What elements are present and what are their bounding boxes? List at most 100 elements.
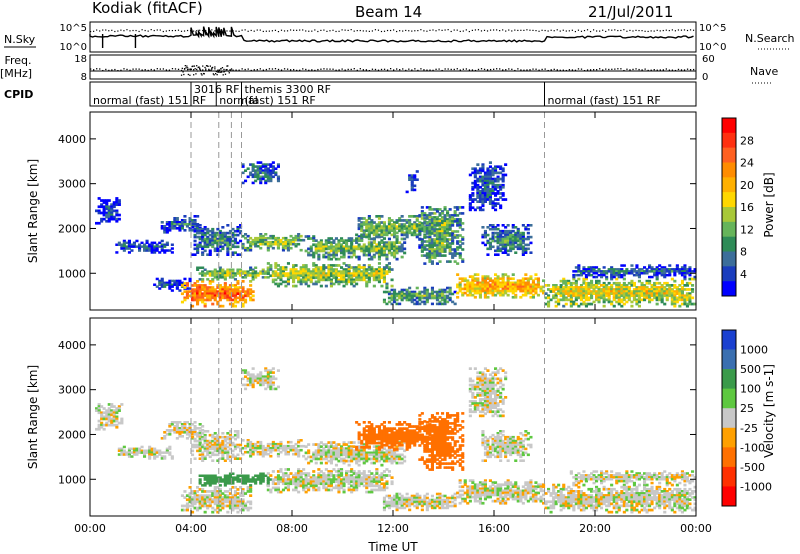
scatter-cell — [322, 264, 326, 267]
scatter-cell — [307, 272, 311, 275]
scatter-cell — [403, 288, 407, 292]
scatter-cell — [312, 272, 316, 275]
scatter-cell — [198, 237, 202, 241]
scatter-cell — [236, 496, 240, 499]
scatter-cell — [294, 234, 298, 238]
scatter-cell — [504, 247, 508, 251]
scatter-cell — [655, 290, 659, 293]
scatter-cell — [393, 251, 397, 255]
scatter-cell — [206, 443, 210, 447]
scatter-cell — [360, 223, 364, 226]
scatter-cell — [504, 243, 508, 247]
scatter-cell — [203, 449, 207, 453]
scatter-cell — [420, 290, 424, 294]
scatter-cell — [660, 294, 664, 298]
scatter-cell — [481, 208, 485, 212]
scatter-cell — [584, 298, 588, 302]
scatter-cell — [292, 446, 296, 450]
scatter-cell — [317, 249, 321, 253]
scatter-cell — [292, 268, 296, 271]
scatter-cell — [387, 292, 391, 296]
scatter-cell — [345, 249, 349, 253]
scatter-cell — [100, 203, 104, 206]
scatter-cell — [196, 223, 200, 226]
scatter-cell — [256, 474, 260, 477]
scatter-cell — [216, 498, 220, 502]
freq-dot — [353, 68, 355, 70]
scatter-cell — [246, 506, 250, 510]
scatter-cell — [223, 243, 227, 247]
scatter-cell — [163, 435, 167, 438]
scatter-cell — [382, 300, 386, 304]
scatter-cell — [254, 244, 258, 248]
freq-dot — [492, 68, 495, 70]
scatter-cell — [491, 190, 495, 193]
scatter-cell — [218, 272, 222, 275]
scatter-cell — [223, 451, 227, 455]
scatter-cell — [216, 441, 220, 445]
scatter-cell — [100, 421, 104, 425]
scatter-cell — [208, 443, 212, 447]
scatter-cell — [511, 287, 515, 291]
scatter-cell — [600, 292, 604, 295]
scatter-cell — [350, 266, 354, 269]
scatter-cell — [658, 290, 662, 293]
noise-search-dot — [226, 30, 228, 32]
scatter-cell — [539, 285, 543, 289]
scatter-cell — [213, 494, 217, 497]
scatter-cell — [236, 433, 240, 437]
scatter-cell — [327, 247, 331, 251]
scatter-cell — [223, 237, 227, 241]
scatter-cell — [438, 296, 442, 300]
scatter-cell — [526, 235, 530, 239]
scatter-cell — [362, 278, 366, 282]
scatter-cell — [597, 279, 601, 283]
scatter-cell — [425, 244, 429, 247]
scatter-cell — [264, 238, 268, 242]
scatter-cell — [256, 161, 260, 164]
scatter-cell — [241, 171, 245, 175]
scatter-cell — [183, 221, 187, 224]
scatter-cell — [668, 270, 672, 273]
scatter-cell — [266, 484, 270, 488]
scatter-cell — [607, 300, 611, 304]
scatter-cell — [410, 188, 414, 192]
scatter-cell — [153, 251, 157, 254]
scatter-cell — [223, 290, 227, 293]
scatter-cell — [496, 202, 500, 205]
scatter-cell — [547, 300, 551, 304]
scatter-cell — [105, 215, 109, 219]
scatter-cell — [683, 294, 687, 298]
scatter-cell — [246, 292, 250, 296]
freq-dot — [659, 69, 661, 71]
scatter-cell — [261, 163, 265, 166]
scatter-cell — [334, 272, 338, 275]
scatter-cell — [627, 286, 631, 289]
scatter-cell — [400, 249, 404, 253]
noise-search-dot — [150, 29, 152, 31]
scatter-cell — [206, 237, 210, 241]
scatter-cell — [438, 232, 442, 235]
scatter-cell — [511, 245, 515, 249]
scatter-cell — [405, 294, 409, 298]
scatter-cell — [526, 285, 530, 289]
scatter-cell — [342, 268, 346, 271]
scatter-cell — [365, 229, 369, 233]
scatter-cell — [377, 257, 381, 261]
scatter-cell — [627, 288, 631, 291]
scatter-cell — [668, 284, 672, 287]
scatter-cell — [481, 283, 485, 287]
scatter-cell — [491, 185, 495, 189]
scatter-cell — [511, 281, 515, 285]
scatter-cell — [491, 202, 495, 205]
scatter-cell — [430, 240, 434, 243]
scatter-cell — [160, 247, 164, 250]
scatter-cell — [297, 280, 301, 284]
scatter-cell — [319, 249, 323, 253]
scatter-cell — [292, 284, 296, 288]
scatter-cell — [274, 272, 278, 275]
scatter-cell — [208, 439, 212, 443]
scatter-cell — [198, 430, 202, 433]
scatter-cell — [236, 474, 240, 477]
scatter-cell — [188, 277, 192, 281]
